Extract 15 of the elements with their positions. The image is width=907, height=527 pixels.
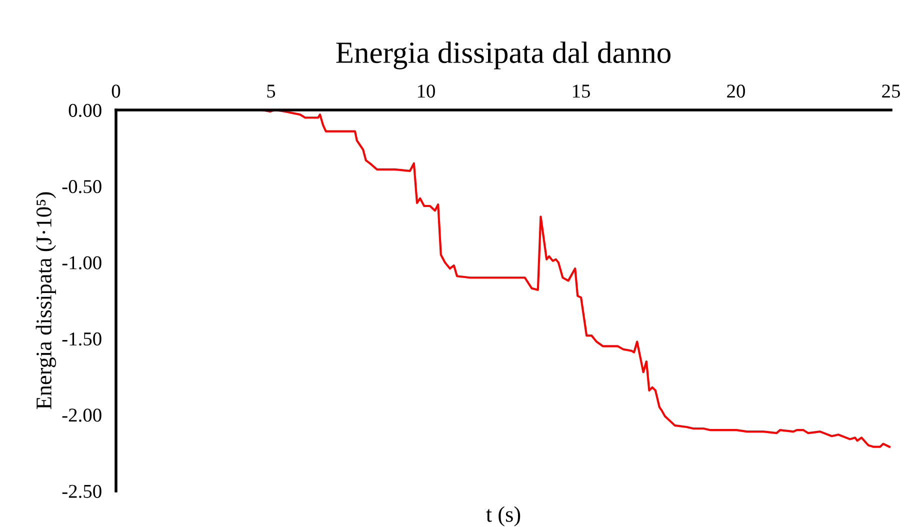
x-tick-label: 5 (267, 84, 276, 98)
x-tick-label: 20 (727, 84, 745, 98)
x-tick-label: 15 (572, 84, 590, 98)
y-tick-label: -2.00 (62, 408, 102, 422)
chart-title: Energia dissipata dal danno (336, 42, 670, 70)
y-tick-label: -1.50 (62, 332, 102, 346)
y-axis-title: Energia dissipata (J·10⁵) (36, 192, 56, 410)
y-tick-label: -1.00 (62, 256, 102, 270)
y-tick-label: -0.50 (62, 180, 102, 194)
y-tick-label: 0.00 (68, 104, 102, 118)
y-tick-label: -2.50 (62, 484, 102, 498)
x-tick-label: 0 (112, 84, 120, 98)
x-tick-label: 10 (418, 84, 435, 98)
x-tick-label: 25 (882, 84, 900, 98)
x-axis-title: t (s) (486, 506, 520, 526)
